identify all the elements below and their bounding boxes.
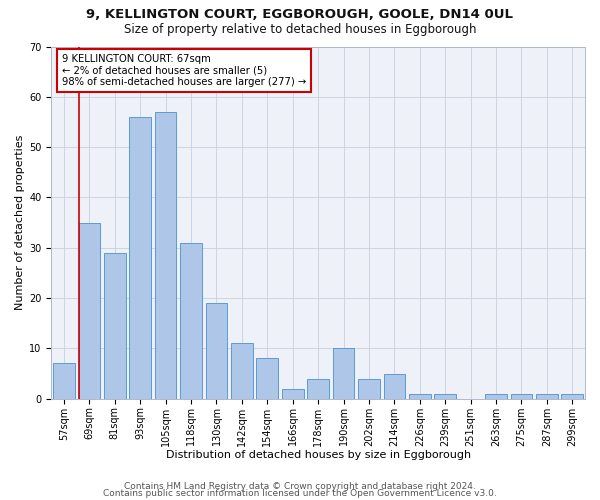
Text: 9, KELLINGTON COURT, EGGBOROUGH, GOOLE, DN14 0UL: 9, KELLINGTON COURT, EGGBOROUGH, GOOLE, … [86, 8, 514, 20]
Text: Contains HM Land Registry data © Crown copyright and database right 2024.: Contains HM Land Registry data © Crown c… [124, 482, 476, 491]
Bar [180, 242, 202, 398]
Bar [536, 394, 557, 398]
Bar [307, 378, 329, 398]
Text: Contains public sector information licensed under the Open Government Licence v3: Contains public sector information licen… [103, 490, 497, 498]
Bar [155, 112, 176, 399]
Bar [130, 117, 151, 398]
Bar [231, 344, 253, 398]
Bar [409, 394, 431, 398]
Text: 9 KELLINGTON COURT: 67sqm
← 2% of detached houses are smaller (5)
98% of semi-de: 9 KELLINGTON COURT: 67sqm ← 2% of detach… [62, 54, 306, 86]
Y-axis label: Number of detached properties: Number of detached properties [15, 135, 25, 310]
Bar [282, 388, 304, 398]
Bar [511, 394, 532, 398]
Bar [434, 394, 456, 398]
Bar [206, 303, 227, 398]
Bar [562, 394, 583, 398]
Text: Size of property relative to detached houses in Eggborough: Size of property relative to detached ho… [124, 22, 476, 36]
Bar [333, 348, 355, 399]
Bar [79, 222, 100, 398]
Bar [485, 394, 507, 398]
Bar [53, 364, 75, 398]
Bar [358, 378, 380, 398]
Bar [383, 374, 405, 398]
Bar [256, 358, 278, 399]
X-axis label: Distribution of detached houses by size in Eggborough: Distribution of detached houses by size … [166, 450, 470, 460]
Bar [104, 253, 125, 398]
